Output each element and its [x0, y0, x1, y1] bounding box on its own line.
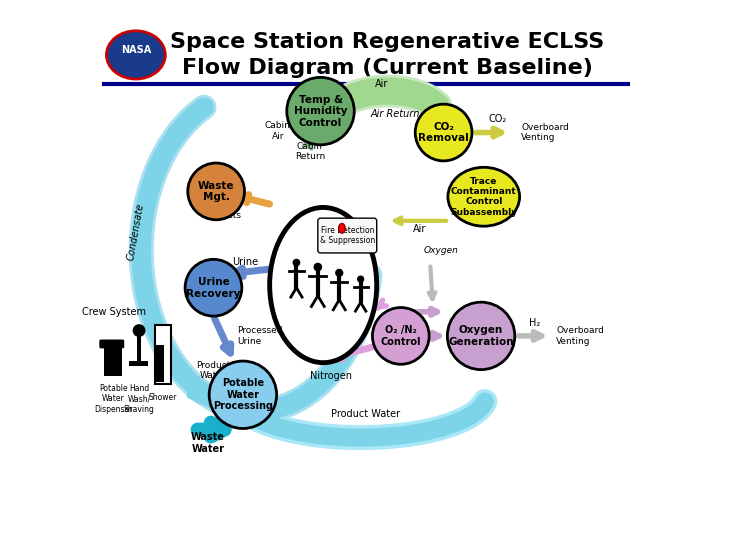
Text: Product
Water: Product Water [196, 361, 231, 380]
Text: O₂ /N₂
Control: O₂ /N₂ Control [381, 325, 421, 346]
Text: H₂: H₂ [529, 317, 540, 328]
Text: Nitrogen: Nitrogen [310, 371, 352, 381]
Bar [104, 344, 122, 376]
Ellipse shape [106, 31, 165, 79]
Circle shape [209, 361, 277, 428]
Text: Shower: Shower [149, 393, 177, 402]
Text: Air: Air [413, 224, 426, 234]
Text: Potable
Water
Dispenser: Potable Water Dispenser [94, 384, 132, 414]
Text: Urine: Urine [233, 257, 258, 267]
Text: Overboard
Venting: Overboard Venting [556, 326, 604, 345]
Text: Oxygen: Oxygen [424, 246, 458, 255]
Text: Waste
Products: Waste Products [202, 201, 241, 220]
Circle shape [358, 276, 364, 282]
Text: Processed
Urine: Processed Urine [238, 326, 283, 345]
Text: CO₂
Removal: CO₂ Removal [418, 122, 469, 143]
Circle shape [447, 302, 515, 370]
FancyBboxPatch shape [318, 218, 377, 253]
Text: Cabin
Air: Cabin Air [265, 121, 291, 140]
Text: NASA: NASA [121, 45, 151, 54]
Text: Air: Air [376, 79, 389, 89]
Circle shape [373, 308, 429, 364]
Text: Oxygen
Generation: Oxygen Generation [448, 325, 514, 346]
Text: Condensate: Condensate [126, 202, 146, 261]
Text: Crew System: Crew System [83, 307, 146, 317]
Text: Temp &
Humidity
Control: Temp & Humidity Control [294, 95, 347, 128]
Text: Hand
Wash/
Shaving: Hand Wash/ Shaving [124, 384, 154, 414]
Circle shape [314, 264, 321, 271]
Ellipse shape [339, 223, 345, 233]
Circle shape [294, 259, 299, 266]
Circle shape [287, 77, 354, 145]
Circle shape [132, 324, 146, 337]
Bar [130, 361, 148, 366]
Text: Flow Diagram (Current Baseline): Flow Diagram (Current Baseline) [182, 58, 593, 79]
Text: Trace
Contaminant
Control
Subassembly: Trace Contaminant Control Subassembly [450, 176, 518, 217]
Ellipse shape [269, 208, 377, 363]
Text: Cabin
Return: Cabin Return [295, 141, 325, 161]
Circle shape [336, 270, 343, 277]
Bar [137, 333, 141, 363]
Circle shape [415, 104, 472, 161]
Text: Waste
Mgt.: Waste Mgt. [198, 181, 234, 202]
Text: Overboard
Venting: Overboard Venting [521, 123, 569, 142]
Bar [154, 325, 171, 384]
Circle shape [185, 259, 242, 316]
Text: CO₂: CO₂ [488, 114, 507, 124]
Ellipse shape [448, 167, 520, 226]
Text: Potable
Water
Processing: Potable Water Processing [213, 378, 273, 412]
Circle shape [188, 163, 244, 220]
Text: Fire Detection
& Suppression: Fire Detection & Suppression [320, 225, 375, 245]
Bar [156, 345, 164, 383]
Text: Air Return: Air Return [370, 109, 420, 119]
Text: Product Water: Product Water [332, 408, 400, 419]
FancyBboxPatch shape [100, 340, 124, 348]
Text: Waste
Water: Waste Water [191, 432, 225, 454]
Text: Space Station Regenerative ECLSS: Space Station Regenerative ECLSS [171, 32, 605, 52]
Text: Urine
Recovery: Urine Recovery [186, 277, 241, 299]
